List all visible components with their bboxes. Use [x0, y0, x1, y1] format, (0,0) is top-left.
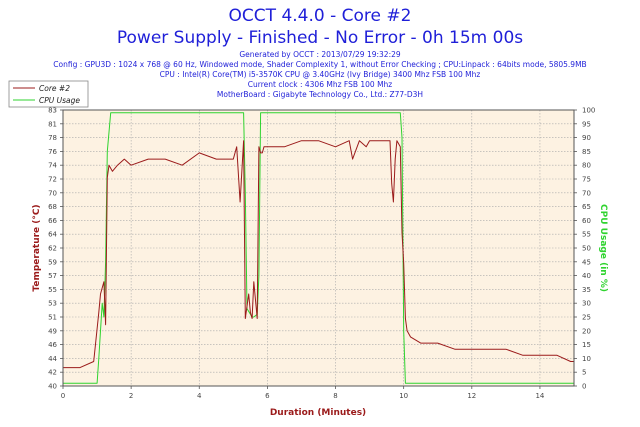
info-line-config: Config : GPU3D : 1024 x 768 @ 60 Hz, Win… [53, 60, 586, 69]
y-right-tick-label: 90 [582, 134, 591, 142]
series-line-core2 [63, 140, 574, 369]
y-right-tick-label: 50 [582, 245, 591, 253]
y-left-axis-title: Temperature (°C) [32, 204, 42, 291]
y-left-tick-label: 64 [48, 231, 57, 239]
y-right-tick-label: 60 [582, 217, 591, 225]
plot-border [62, 109, 575, 387]
y-right-tick-label: 55 [582, 231, 591, 239]
y-left-tick-label: 74 [48, 162, 57, 170]
x-tick-label: 10 [399, 392, 408, 400]
y-left-tick-label: 55 [48, 286, 57, 294]
legend: Core #2 CPU Usage [8, 80, 89, 108]
y-right-tick-label: 40 [582, 272, 591, 280]
y-left-tick-label: 72 [48, 176, 57, 184]
right-axis: 0 5 10 15 20 25 30 35 40 45 50 55 60 65 70 75 80 85 90 95 10… [574, 107, 595, 391]
info-line-current-clock: Current clock : 4306 Mhz FSB 100 Mhz [248, 80, 393, 89]
y-left-tick-label: 68 [48, 203, 57, 211]
y-left-tick-label: 46 [48, 341, 57, 349]
y-left-tick-label: 83 [48, 107, 57, 115]
legend-label-cpu-usage: CPU Usage [39, 96, 80, 105]
y-right-tick-label: 85 [582, 148, 591, 156]
x-tick-label: 4 [197, 392, 202, 400]
y-left-tick-label: 51 [48, 314, 57, 322]
legend-box [8, 80, 89, 108]
info-line-motherboard: MotherBoard : Gigabyte Technology Co., L… [217, 90, 423, 99]
y-right-tick-label: 10 [582, 355, 591, 363]
y-left-tick-label: 40 [48, 383, 57, 391]
y-right-tick-label: 95 [582, 120, 591, 128]
y-right-tick-label: 30 [582, 300, 591, 308]
y-right-tick-label: 65 [582, 203, 591, 211]
y-left-tick-label: 59 [48, 258, 57, 266]
y-right-tick-label: 20 [582, 327, 591, 335]
chart-title: OCCT 4.4.0 - Core #2 [229, 6, 412, 26]
x-tick-label: 8 [333, 392, 337, 400]
y-right-tick-label: 5 [582, 369, 586, 377]
y-left-tick-label: 57 [48, 272, 57, 280]
y-right-tick-label: 45 [582, 258, 591, 266]
series-layer [63, 112, 574, 384]
y-left-tick-label: 44 [48, 355, 57, 363]
y-right-tick-label: 35 [582, 286, 591, 294]
x-tick-label: 14 [535, 392, 544, 400]
y-right-tick-label: 75 [582, 176, 591, 184]
y-right-tick-label: 100 [582, 107, 595, 115]
y-right-tick-label: 70 [582, 189, 591, 197]
y-left-tick-label: 53 [48, 300, 57, 308]
y-left-tick-label: 70 [48, 189, 57, 197]
x-tick-label: 0 [61, 392, 65, 400]
y-right-tick-label: 0 [582, 383, 586, 391]
x-tick-label: 12 [467, 392, 476, 400]
y-left-tick-label: 81 [48, 120, 57, 128]
info-line-generated: Generated by OCCT : 2013/07/29 19:32:29 [239, 50, 401, 59]
y-left-tick-label: 62 [48, 245, 57, 253]
y-left-tick-label: 66 [48, 217, 57, 225]
left-axis: 40 42 44 46 49 51 53 55 57 59 62 64 66 68 70 72 74 76 78 81… [48, 107, 63, 391]
y-left-tick-label: 42 [48, 369, 57, 377]
legend-label-core2: Core #2 [39, 84, 70, 93]
x-axis-title: Duration (Minutes) [270, 408, 366, 418]
y-left-tick-label: 49 [48, 327, 57, 335]
x-tick-label: 6 [265, 392, 270, 400]
bottom-axis: 0 2 4 6 8 10 12 14 [61, 386, 545, 400]
chart-subtitle: Power Supply - Finished - No Error - 0h … [117, 28, 523, 48]
y-left-tick-label: 78 [48, 134, 57, 142]
info-line-cpu: CPU : Intel(R) Core(TM) i5-3570K CPU @ 3… [160, 70, 481, 79]
y-right-axis-title: CPU Usage (in %) [598, 204, 608, 292]
y-right-tick-label: 15 [582, 341, 591, 349]
x-tick-label: 2 [129, 392, 133, 400]
y-right-tick-label: 25 [582, 314, 591, 322]
y-left-tick-label: 76 [48, 148, 57, 156]
y-right-tick-label: 80 [582, 162, 591, 170]
